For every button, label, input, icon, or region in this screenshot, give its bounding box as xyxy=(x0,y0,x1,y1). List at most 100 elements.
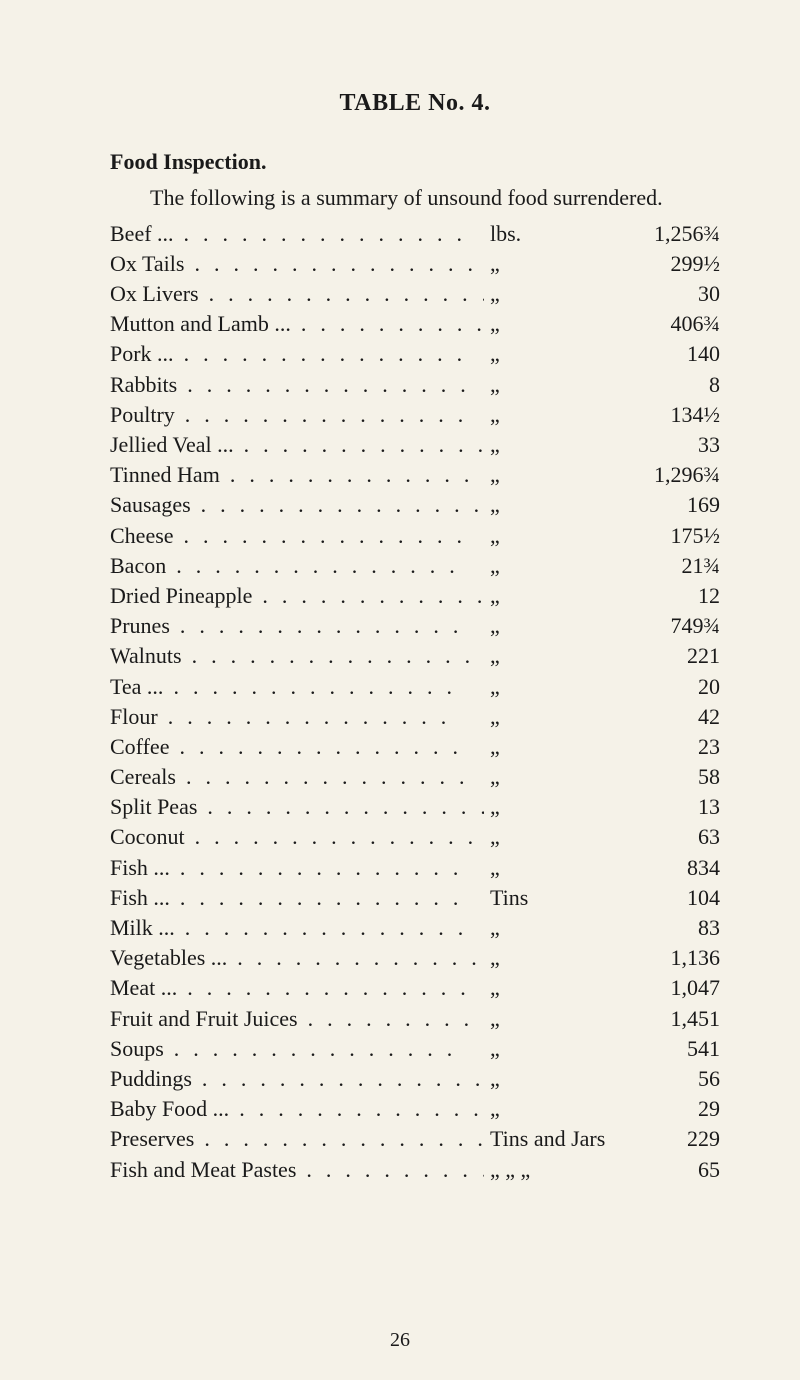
table-row: Fish ..................Tins104 xyxy=(110,885,720,915)
row-unit: „ xyxy=(484,553,630,579)
row-unit: „ xyxy=(484,704,630,730)
row-label: Pork ... xyxy=(110,341,174,367)
row-label: Milk ... xyxy=(110,915,175,941)
row-unit: „ xyxy=(484,492,630,518)
table-row: Rabbits...............„8 xyxy=(110,372,720,402)
row-leader-dots: ............... xyxy=(170,855,484,881)
table-row: Vegetables ..................„1,136 xyxy=(110,945,720,975)
row-value: 1,136 xyxy=(630,945,720,971)
table-row: Coconut...............„63 xyxy=(110,824,720,854)
row-label: Soups xyxy=(110,1036,164,1062)
row-label: Dried Pineapple xyxy=(110,583,252,609)
row-leader-dots: ............... xyxy=(169,734,484,760)
table-row: Dried Pineapple...............„12 xyxy=(110,583,720,613)
table-row: Mutton and Lamb ..................„406¾ xyxy=(110,311,720,341)
table-row: Fish ..................„834 xyxy=(110,855,720,885)
row-leader-dots: ............... xyxy=(177,975,484,1001)
table-row: Tinned Ham...............„1,296¾ xyxy=(110,462,720,492)
row-label: Sausages xyxy=(110,492,191,518)
table-row: Meat ..................„1,047 xyxy=(110,975,720,1005)
row-label: Fish ... xyxy=(110,855,170,881)
row-unit: „ xyxy=(484,1006,630,1032)
row-unit: „ xyxy=(484,251,630,277)
row-value: 83 xyxy=(630,915,720,941)
row-unit: „ xyxy=(484,824,630,850)
row-label: Jellied Veal ... xyxy=(110,432,234,458)
table-row: Jellied Veal ..................„33 xyxy=(110,432,720,462)
row-leader-dots: ............... xyxy=(177,372,484,398)
row-label: Tea ... xyxy=(110,674,163,700)
row-unit: „ xyxy=(484,583,630,609)
row-unit: lbs. xyxy=(484,221,630,247)
row-leader-dots: ............... xyxy=(234,432,484,458)
row-unit: „ xyxy=(484,372,630,398)
row-label: Beef ... xyxy=(110,221,174,247)
row-leader-dots: ............... xyxy=(194,1126,484,1152)
row-unit: Tins and Jars xyxy=(484,1126,630,1152)
table-row: Walnuts...............„221 xyxy=(110,643,720,673)
row-unit: „ xyxy=(484,402,630,428)
row-value: 13 xyxy=(630,794,720,820)
row-leader-dots: ............... xyxy=(170,613,484,639)
row-label: Cereals xyxy=(110,764,176,790)
table-row: Flour...............„42 xyxy=(110,704,720,734)
row-unit: „ xyxy=(484,1066,630,1092)
row-unit: „ xyxy=(484,523,630,549)
table-row: Cheese...............„175½ xyxy=(110,523,720,553)
row-leader-dots: ............... xyxy=(170,885,484,911)
row-value: 221 xyxy=(630,643,720,669)
row-unit: „ xyxy=(484,945,630,971)
row-value: 63 xyxy=(630,824,720,850)
row-label: Fish and Meat Pastes xyxy=(110,1157,296,1183)
row-leader-dots: ............... xyxy=(220,462,484,488)
row-unit: Tins xyxy=(484,885,630,911)
table-title: TABLE No. 4. xyxy=(110,90,720,117)
row-leader-dots: ............... xyxy=(164,1036,484,1062)
row-leader-dots: ............... xyxy=(229,1096,484,1122)
row-leader-dots: ............... xyxy=(184,251,484,277)
table-row: Poultry...............„134½ xyxy=(110,402,720,432)
row-leader-dots: ............... xyxy=(296,1157,484,1183)
row-label: Cheese xyxy=(110,523,174,549)
section-heading: Food Inspection. xyxy=(110,149,720,175)
row-value: 20 xyxy=(630,674,720,700)
table-row: Baby Food ..................„29 xyxy=(110,1096,720,1126)
row-value: 1,047 xyxy=(630,975,720,1001)
table-row: Prunes...............„749¾ xyxy=(110,613,720,643)
document-page: TABLE No. 4. Food Inspection. The follow… xyxy=(0,0,800,1380)
row-label: Coconut xyxy=(110,824,185,850)
row-unit: „ xyxy=(484,341,630,367)
row-unit: „ xyxy=(484,975,630,1001)
row-label: Baby Food ... xyxy=(110,1096,229,1122)
data-rows: Beef ..................lbs.1,256¾Ox Tail… xyxy=(110,221,720,1187)
row-unit: „ xyxy=(484,734,630,760)
table-row: Pork ..................„140 xyxy=(110,341,720,371)
row-label: Fish ... xyxy=(110,885,170,911)
table-row: Bacon...............„21¾ xyxy=(110,553,720,583)
row-label: Coffee xyxy=(110,734,169,760)
row-value: 134½ xyxy=(630,402,720,428)
row-label: Bacon xyxy=(110,553,166,579)
row-leader-dots: ............... xyxy=(176,764,484,790)
row-value: 12 xyxy=(630,583,720,609)
row-label: Fruit and Fruit Juices xyxy=(110,1006,298,1032)
row-value: 229 xyxy=(630,1126,720,1152)
row-value: 23 xyxy=(630,734,720,760)
row-value: 42 xyxy=(630,704,720,730)
row-leader-dots: ............... xyxy=(192,1066,484,1092)
row-label: Puddings xyxy=(110,1066,192,1092)
row-unit: „ xyxy=(484,1096,630,1122)
table-row: Fruit and Fruit Juices...............„1,… xyxy=(110,1006,720,1036)
row-value: 140 xyxy=(630,341,720,367)
table-row: Fish and Meat Pastes...............„ „ „… xyxy=(110,1157,720,1187)
row-value: 1,256¾ xyxy=(630,221,720,247)
row-value: 33 xyxy=(630,432,720,458)
row-leader-dots: ............... xyxy=(199,281,484,307)
table-row: Preserves...............Tins and Jars229 xyxy=(110,1126,720,1156)
row-unit: „ xyxy=(484,915,630,941)
row-unit: „ xyxy=(484,432,630,458)
row-value: 175½ xyxy=(630,523,720,549)
row-value: 1,451 xyxy=(630,1006,720,1032)
row-unit: „ „ „ xyxy=(484,1157,630,1183)
row-leader-dots: ............... xyxy=(174,221,484,247)
